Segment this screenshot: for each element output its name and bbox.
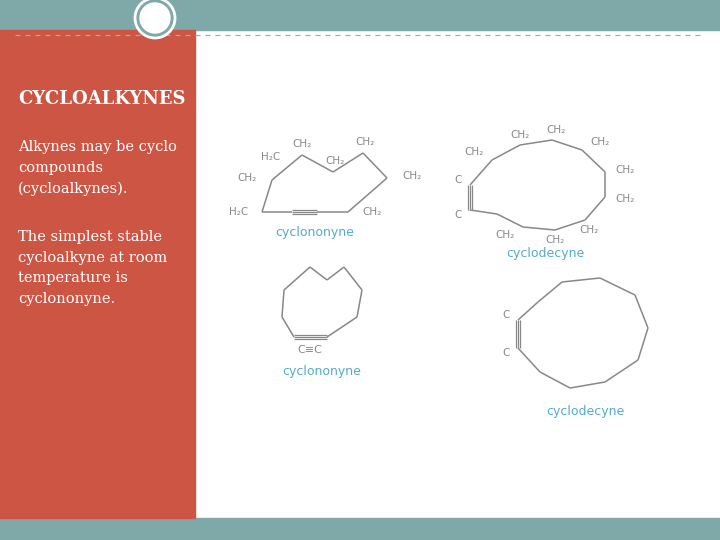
Text: CH₂: CH₂ — [545, 235, 564, 245]
Circle shape — [140, 3, 170, 33]
Text: C≡C: C≡C — [297, 345, 323, 355]
Text: CH₂: CH₂ — [325, 156, 345, 166]
Text: CH₂: CH₂ — [238, 173, 257, 183]
Text: CH₂: CH₂ — [496, 230, 515, 240]
Text: H₂C: H₂C — [229, 207, 248, 217]
Text: The simplest stable
cycloalkyne at room
temperature is
cyclononyne.: The simplest stable cycloalkyne at room … — [18, 230, 167, 306]
Circle shape — [135, 0, 175, 38]
Text: CH₂: CH₂ — [356, 137, 374, 147]
Bar — [0, 518, 720, 540]
Text: CH₂: CH₂ — [402, 171, 421, 181]
Text: Alkynes may be cyclo
compounds
(cycloalkynes).: Alkynes may be cyclo compounds (cycloalk… — [18, 140, 177, 196]
Text: cyclononyne: cyclononyne — [282, 365, 361, 378]
Text: CH₂: CH₂ — [362, 207, 382, 217]
Text: C: C — [503, 310, 510, 320]
Bar — [0, 0, 720, 30]
Text: CYCLOALKYNES: CYCLOALKYNES — [18, 90, 186, 108]
Text: C: C — [503, 348, 510, 358]
Text: C: C — [454, 210, 462, 220]
Text: CH₂: CH₂ — [615, 165, 634, 175]
Text: CH₂: CH₂ — [464, 147, 484, 157]
Text: CH₂: CH₂ — [546, 125, 566, 135]
Text: cyclodecyne: cyclodecyne — [546, 405, 624, 418]
Text: CH₂: CH₂ — [510, 130, 530, 140]
Text: CH₂: CH₂ — [580, 225, 598, 235]
Text: CH₂: CH₂ — [590, 137, 609, 147]
Text: C: C — [454, 175, 462, 185]
Text: cyclodecyne: cyclodecyne — [506, 247, 584, 260]
Bar — [0, 30, 195, 518]
Text: cyclononyne: cyclononyne — [276, 226, 354, 239]
Text: H₂C: H₂C — [261, 152, 280, 162]
Text: CH₂: CH₂ — [615, 194, 634, 204]
Text: CH₂: CH₂ — [292, 139, 312, 149]
